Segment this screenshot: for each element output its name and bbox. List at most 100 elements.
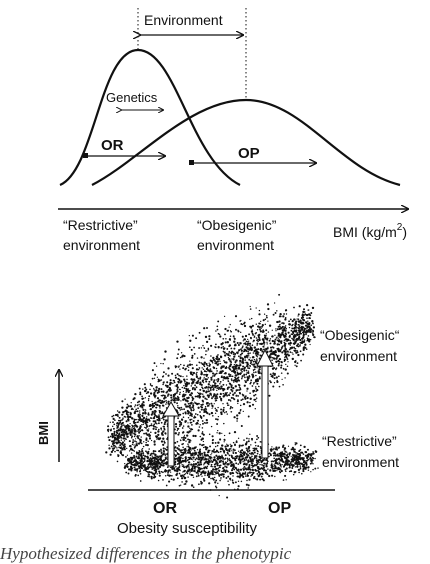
scatter-point	[310, 471, 312, 473]
scatter-point	[157, 378, 160, 381]
scatter-point	[302, 457, 305, 460]
scatter-point	[275, 446, 278, 449]
environment-label: Environment	[144, 12, 223, 28]
scatter-point	[179, 356, 182, 359]
scatter-point	[190, 453, 192, 455]
scatter-point	[239, 342, 242, 345]
scatter-point	[274, 338, 277, 341]
scatter-point	[233, 337, 235, 339]
scatter-point	[166, 395, 169, 397]
scatter-point	[150, 407, 152, 410]
scatter-point	[160, 450, 162, 452]
scatter-point	[164, 421, 167, 424]
scatter-point	[244, 471, 247, 474]
scatter-point	[297, 327, 300, 330]
scatter-point	[292, 342, 295, 345]
scatter-point	[202, 389, 205, 393]
scatter-point	[274, 452, 277, 455]
scatter-point	[293, 336, 295, 338]
scatter-point	[252, 364, 254, 366]
scatter-point	[233, 416, 236, 419]
scatter-point	[142, 445, 145, 448]
scatter-point	[294, 341, 297, 344]
scatter-point	[306, 313, 309, 317]
scatter-point	[130, 428, 132, 430]
scatter-point	[243, 366, 246, 369]
scatter-point	[125, 427, 128, 430]
scatter-point	[274, 372, 276, 375]
scatter-point	[179, 423, 182, 426]
scatter-point	[255, 447, 258, 450]
scatter-point	[129, 422, 131, 425]
scatter-point	[284, 468, 287, 471]
scatter-point	[172, 395, 175, 398]
scatter-point	[141, 406, 144, 409]
scatter-point	[281, 333, 284, 336]
scatter-point	[171, 475, 173, 477]
scatter-point	[239, 404, 242, 407]
scatter-point	[205, 370, 207, 373]
scatter-point	[215, 472, 217, 475]
scatter-point	[262, 319, 265, 322]
scatter-point	[182, 375, 184, 378]
scatter-point	[281, 351, 284, 354]
scatter-point	[113, 439, 116, 442]
scatter-point	[191, 367, 194, 370]
scatter-point	[155, 465, 158, 468]
scatter-point	[251, 403, 255, 406]
scatter-point	[225, 469, 228, 472]
scatter-point	[155, 406, 158, 409]
scatter-point	[234, 444, 236, 447]
scatter-point	[189, 402, 192, 405]
scatter-point	[186, 378, 188, 381]
scatter-point	[214, 362, 217, 365]
scatter-point	[247, 440, 250, 443]
scatter-point	[110, 445, 113, 448]
scatter-point	[242, 410, 244, 413]
scatter-point	[256, 329, 259, 331]
scatter-point	[203, 466, 206, 469]
scatter-point	[292, 339, 294, 341]
scatter-point	[223, 406, 225, 409]
scatter-point	[292, 464, 295, 467]
scatter-point	[239, 331, 242, 334]
scatter-point	[253, 475, 256, 478]
scatter-point	[229, 365, 232, 367]
scatter-point	[211, 452, 213, 454]
scatter-point	[228, 457, 230, 460]
scatter-point	[221, 444, 224, 447]
scatter-point	[271, 335, 274, 338]
scatter-point	[144, 410, 146, 413]
scatter-point	[139, 469, 142, 471]
scatter-point	[165, 391, 168, 394]
scatter-point	[219, 335, 222, 338]
scatter-point	[264, 337, 268, 340]
scatter-point	[193, 449, 196, 452]
scatter-point	[234, 385, 237, 388]
obesigenic-scatter-cloud	[105, 293, 316, 469]
scatter-point	[184, 380, 186, 383]
scatter-point	[202, 454, 204, 456]
scatter-point	[237, 330, 240, 333]
scatter-point	[247, 367, 249, 369]
scatter-point	[151, 400, 153, 403]
scatter-point	[243, 321, 246, 324]
scatter-point	[200, 404, 203, 406]
scatter-point	[121, 428, 124, 431]
scatter-point	[233, 370, 237, 373]
scatter-point	[238, 472, 241, 475]
scatter-point	[299, 467, 302, 470]
scatter-point	[312, 330, 315, 333]
scatter-point	[132, 420, 136, 423]
scatter-point	[184, 473, 187, 475]
scatter-point	[223, 360, 225, 362]
scatter-point	[294, 466, 297, 468]
top-panel: Environment Genetics OR OP BMI (kg/m2) “…	[58, 8, 408, 253]
scatter-point	[197, 406, 200, 409]
scatter-point	[241, 376, 243, 379]
scatter-point	[230, 364, 232, 366]
scatter-point	[276, 343, 279, 346]
scatter-point	[172, 478, 175, 481]
scatter-point	[195, 475, 198, 478]
scatter-point	[242, 468, 245, 471]
